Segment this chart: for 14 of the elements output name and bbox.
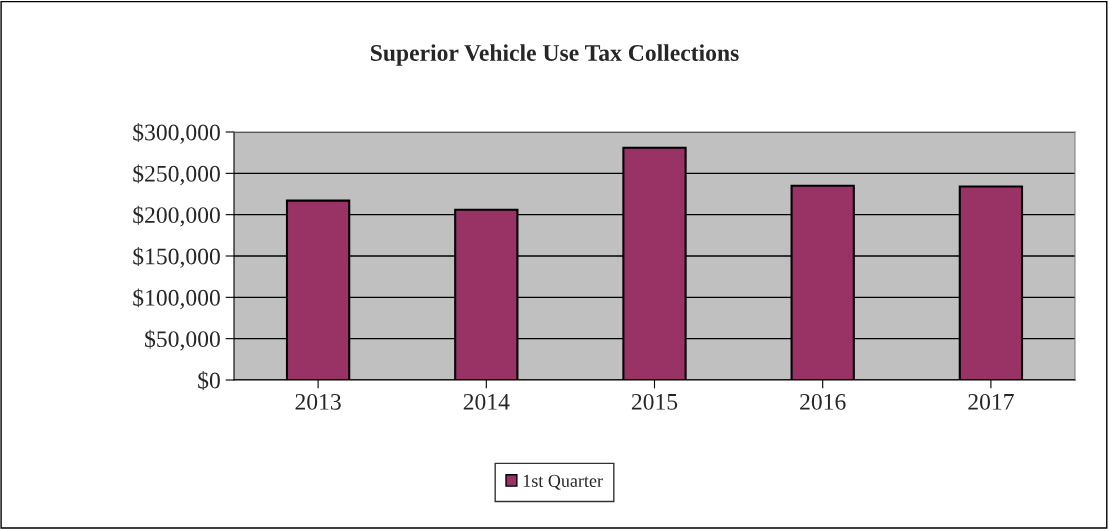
legend-label: 1st Quarter — [523, 474, 603, 490]
x-tick-label: 2015 — [631, 393, 678, 410]
x-tick-label: 2016 — [800, 393, 846, 410]
y-tick-label: $150,000 — [133, 247, 220, 268]
y-tick-label: $100,000 — [133, 288, 220, 310]
y-tick-label: $0 — [198, 371, 220, 390]
x-tick-label: 2017 — [968, 393, 1014, 410]
y-tick-label: $200,000 — [133, 205, 220, 227]
y-tick-label: $300,000 — [133, 123, 220, 144]
y-tick-label: $250,000 — [133, 164, 220, 186]
chart-title: Superior Vehicle Use Tax Collections — [370, 44, 739, 66]
x-tick-label: 2013 — [295, 393, 341, 410]
y-tick-label: $50,000 — [145, 329, 220, 351]
x-tick-label: 2014 — [463, 393, 510, 410]
